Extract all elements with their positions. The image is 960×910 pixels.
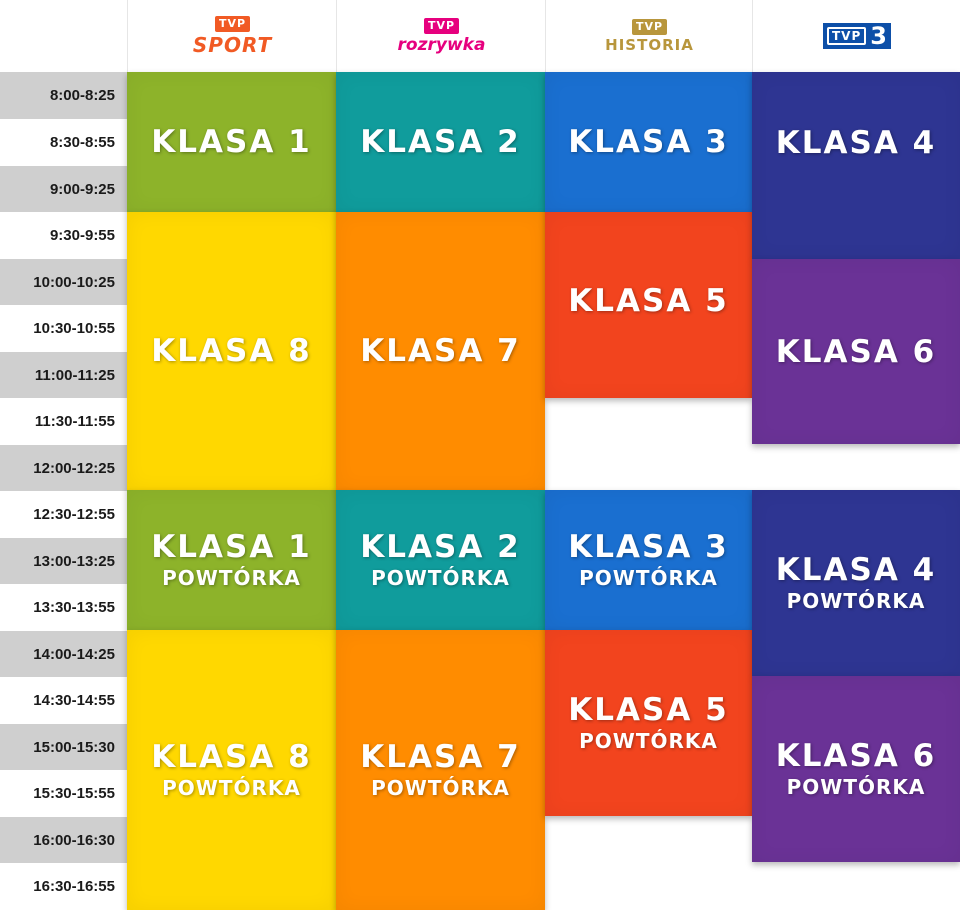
program-subtitle: POWTÓRKA	[786, 589, 926, 613]
program-title: KLASA 4	[775, 124, 937, 161]
program-title: KLASA 4	[775, 552, 937, 588]
program-subtitle: POWTÓRKA	[162, 566, 301, 590]
channel-header-tvp3: TVP 3	[752, 0, 960, 72]
program-title: KLASA 1	[151, 529, 312, 565]
program-block: KLASA 5	[545, 212, 752, 398]
tvp-sport-logo-box: TVP	[214, 15, 251, 32]
program-subtitle: POWTÓRKA	[371, 776, 510, 800]
time-slot: 9:30-9:55	[0, 212, 127, 259]
program-title: KLASA 7	[360, 739, 521, 775]
program-block: KLASA 6 POWTÓRKA	[752, 676, 960, 862]
program-title: KLASA 3	[568, 124, 729, 160]
time-slot: 8:30-8:55	[0, 119, 127, 166]
tvp-rozrywka-logo-box: TVP	[423, 17, 460, 34]
tvp-historia-logo-text: HISTORIA	[605, 35, 694, 54]
program-block: KLASA 1 POWTÓRKA	[127, 490, 336, 630]
program-block: KLASA 2	[336, 72, 545, 212]
time-slot: 11:00-11:25	[0, 352, 127, 399]
program-block: KLASA 3	[545, 72, 752, 212]
time-slot: 10:30-10:55	[0, 305, 127, 352]
program-subtitle: POWTÓRKA	[371, 566, 510, 590]
program-title: KLASA 6	[775, 333, 937, 370]
channel-header-tvp-historia: TVP HISTORIA	[545, 0, 753, 72]
program-block: KLASA 5 POWTÓRKA	[545, 630, 752, 816]
channel-header-tvp-sport: TVP SPORT	[127, 0, 337, 72]
program-block: KLASA 1	[127, 72, 336, 212]
program-subtitle: POWTÓRKA	[162, 776, 301, 800]
time-slot: 14:00-14:25	[0, 631, 127, 678]
program-title: KLASA 1	[151, 124, 312, 160]
tvp-historia-logo-box: TVP	[631, 18, 668, 35]
program-title: KLASA 5	[568, 692, 729, 728]
time-slot: 8:00-8:25	[0, 72, 127, 119]
time-slot: 12:30-12:55	[0, 491, 127, 538]
tvp-rozrywka-logo-text: rozrywka	[397, 34, 486, 55]
program-title: KLASA 5	[568, 283, 729, 319]
tvp-sport-logo-text: SPORT	[192, 32, 273, 57]
tvp3-logo: TVP 3	[823, 23, 891, 49]
program-title: KLASA 3	[568, 529, 729, 565]
program-subtitle: POWTÓRKA	[579, 729, 718, 753]
time-slot: 16:30-16:55	[0, 863, 127, 910]
time-slot: 15:30-15:55	[0, 770, 127, 817]
tvp3-logo-number: 3	[870, 22, 887, 50]
program-block: KLASA 7 POWTÓRKA	[336, 630, 545, 910]
program-subtitle: POWTÓRKA	[786, 775, 926, 799]
time-slot: 12:00-12:25	[0, 445, 127, 492]
time-slot: 9:00-9:25	[0, 166, 127, 213]
channel-header-tvp-rozrywka: TVP rozrywka	[336, 0, 546, 72]
program-block: KLASA 7	[336, 212, 545, 490]
time-slot: 10:00-10:25	[0, 259, 127, 306]
program-block: KLASA 2 POWTÓRKA	[336, 490, 545, 630]
program-block: KLASA 6	[752, 259, 960, 444]
header-corner	[0, 0, 127, 72]
program-title: KLASA 7	[360, 333, 521, 369]
program-title: KLASA 8	[151, 739, 312, 775]
time-slot: 14:30-14:55	[0, 677, 127, 724]
program-title: KLASA 6	[775, 738, 937, 774]
program-title: KLASA 8	[151, 333, 312, 369]
program-title: KLASA 2	[360, 124, 521, 160]
program-title: KLASA 2	[360, 529, 521, 565]
time-slot: 13:30-13:55	[0, 584, 127, 631]
time-slot: 15:00-15:30	[0, 724, 127, 771]
time-slot: 13:00-13:25	[0, 538, 127, 585]
time-slot: 16:00-16:30	[0, 817, 127, 864]
program-block: KLASA 3 POWTÓRKA	[545, 490, 752, 630]
program-block: KLASA 4 POWTÓRKA	[752, 490, 960, 676]
program-block: KLASA 8	[127, 212, 336, 490]
program-block: KLASA 4	[752, 72, 960, 259]
time-slot: 11:30-11:55	[0, 398, 127, 445]
program-block: KLASA 8 POWTÓRKA	[127, 630, 336, 910]
program-subtitle: POWTÓRKA	[579, 566, 718, 590]
tvp3-logo-box: TVP	[827, 27, 867, 45]
